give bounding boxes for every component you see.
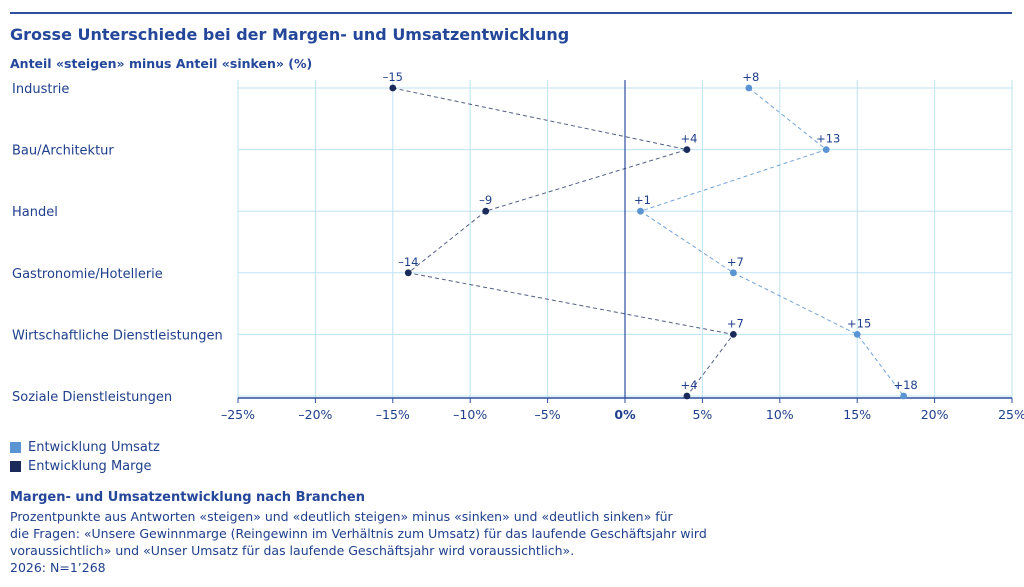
data-label-marge: +7 <box>727 316 744 330</box>
series-line-marge <box>392 87 735 397</box>
legend-item-umsatz: Entwicklung Umsatz <box>10 440 160 455</box>
data-point-umsatz <box>637 207 644 215</box>
x-tick-label: –15% <box>376 407 410 422</box>
x-tick-label: –5% <box>535 407 561 422</box>
data-point-umsatz <box>822 146 830 154</box>
data-point-marge <box>683 392 691 400</box>
legend-swatch-umsatz <box>10 442 21 453</box>
footnote-line: die Fragen: «Unsere Gewinnmarge (Reingew… <box>10 526 707 541</box>
data-point-marge <box>404 269 412 277</box>
footnote-line: 2026: N=1’268 <box>10 560 106 575</box>
x-tick-label: –10% <box>453 407 487 422</box>
footnote-line: voraussichtlich» und «Unser Umsatz für d… <box>10 543 575 558</box>
data-point-marge <box>389 84 397 92</box>
chart-subtitle: Anteil «steigen» minus Anteil «sinken» (… <box>10 56 313 71</box>
category-label: Gastronomie/Hotellerie <box>12 267 163 282</box>
x-tick-label: 10% <box>766 407 794 422</box>
legend-label-marge: Entwicklung Marge <box>28 459 152 474</box>
data-label-marge: +4 <box>680 132 697 146</box>
data-point-marge <box>729 331 737 338</box>
data-label-umsatz: +8 <box>742 70 759 84</box>
x-tick-label: –25% <box>221 407 255 422</box>
legend-swatch-marge <box>10 461 21 472</box>
x-tick-label: –20% <box>298 407 332 422</box>
data-point-umsatz <box>900 392 908 400</box>
footnote-title: Margen- und Umsatzentwicklung nach Branc… <box>10 490 365 505</box>
data-label-umsatz: +1 <box>634 193 651 207</box>
data-label-marge: +4 <box>680 378 697 392</box>
legend-label-umsatz: Entwicklung Umsatz <box>28 440 160 455</box>
x-tick-label: 25% <box>998 407 1024 422</box>
category-label: Soziale Dienstleistungen <box>12 390 172 405</box>
footnote-line: Prozentpunkte aus Antworten «steigen» un… <box>10 509 673 524</box>
category-label: Wirtschaftliche Dienstleistungen <box>12 328 223 343</box>
category-label: Bau/Architektur <box>12 144 114 159</box>
data-label-umsatz: +13 <box>816 132 840 146</box>
data-label-marge: –15 <box>383 70 403 84</box>
legend-item-marge: Entwicklung Marge <box>10 459 152 474</box>
data-point-umsatz <box>729 269 737 277</box>
x-tick-label: 5% <box>692 407 712 422</box>
data-point-umsatz <box>745 84 753 92</box>
data-label-umsatz: +7 <box>727 255 744 269</box>
data-label-marge: –9 <box>479 193 492 207</box>
top-rule <box>10 12 1012 14</box>
data-point-marge <box>683 146 691 154</box>
category-label: Industrie <box>12 82 69 97</box>
data-label-marge: –14 <box>398 255 418 269</box>
series-line-umsatz <box>639 87 905 397</box>
data-label-umsatz: +18 <box>893 378 917 392</box>
chart-title: Grosse Unterschiede bei der Margen- und … <box>10 25 570 44</box>
data-point-marge <box>482 207 490 215</box>
data-point-umsatz <box>853 331 861 338</box>
x-tick-label: 20% <box>921 407 949 422</box>
category-label: Handel <box>12 205 58 220</box>
data-label-umsatz: +15 <box>847 316 871 330</box>
x-tick-label: 0% <box>614 407 636 422</box>
x-tick-label: 15% <box>843 407 871 422</box>
footnote-text: Prozentpunkte aus Antworten «steigen» un… <box>10 508 1010 576</box>
